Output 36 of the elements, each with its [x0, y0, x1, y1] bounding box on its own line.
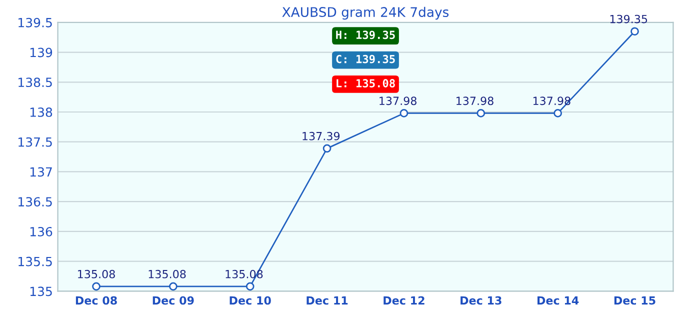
point [476, 109, 486, 118]
y-tick-label: 135.5 [18, 256, 52, 266]
point [246, 282, 254, 291]
x-tick-label: Dec 13 [460, 296, 502, 305]
data-label: 137.98 [456, 96, 494, 106]
y-tick-label: 139.5 [18, 18, 52, 28]
annotation: C: 139.35 [336, 54, 395, 64]
chart-title: XAUBSD gram 24K 7days [282, 6, 449, 20]
y-tick-label: 136.5 [18, 197, 52, 207]
y-tick-label: 139 [30, 48, 52, 58]
x-tick-label: Dec 11 [306, 296, 348, 305]
annotation: L: 135.08 [336, 79, 395, 88]
annotation: H: 139.35 [336, 30, 395, 40]
x-tick-label: Dec 09 [152, 296, 194, 305]
x-tick-label: Dec 10 [230, 296, 271, 305]
x-tick-label: Dec 08 [76, 296, 117, 305]
point [400, 109, 408, 118]
data-label: 137.39 [302, 132, 340, 140]
y-tick-label: 137 [30, 167, 52, 177]
data-label: 137.98 [380, 96, 416, 106]
point [554, 109, 562, 118]
data-label: 139.35 [610, 14, 648, 24]
x-tick-label: Dec 15 [614, 296, 656, 305]
point [630, 27, 639, 36]
point [92, 282, 100, 291]
data-label: 135.08 [148, 270, 186, 278]
data-label: 135.08 [78, 270, 115, 278]
point [169, 282, 178, 291]
y-tick-label: 135 [30, 286, 52, 296]
y-tick-label: 137.5 [18, 137, 52, 147]
y-tick-label: 136 [30, 226, 52, 236]
y-tick-label: 138.5 [18, 78, 52, 88]
point [322, 144, 332, 153]
x-tick-label: Dec 12 [384, 296, 424, 305]
y-tick-label: 138 [30, 107, 52, 117]
x-tick-label: Dec 14 [537, 296, 579, 305]
